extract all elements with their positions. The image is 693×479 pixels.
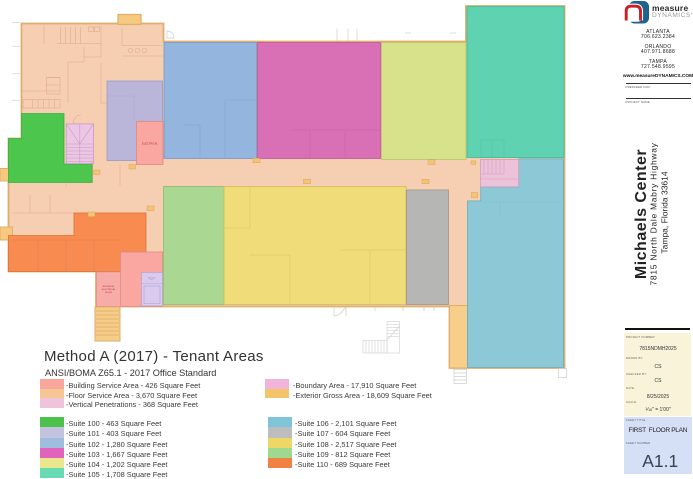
svg-text:ROOM: ROOM (105, 292, 112, 294)
svg-text:ELEVATOR: ELEVATOR (103, 285, 115, 288)
svg-text:ELECTRICAL: ELECTRICAL (102, 288, 116, 291)
svg-text:ELECTRICAL: ELECTRICAL (142, 142, 159, 146)
